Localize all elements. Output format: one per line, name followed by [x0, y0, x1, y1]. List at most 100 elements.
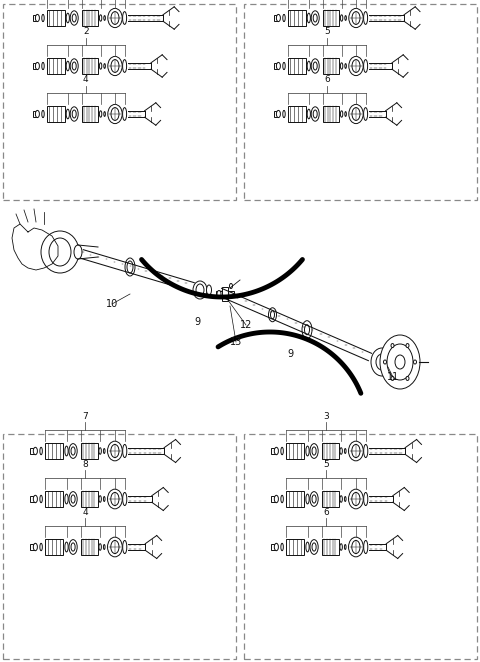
Bar [82, 58, 98, 74]
Ellipse shape [376, 354, 388, 370]
Bar [45, 539, 63, 555]
Ellipse shape [66, 109, 70, 118]
Ellipse shape [364, 108, 368, 120]
Ellipse shape [104, 16, 106, 21]
Ellipse shape [349, 56, 363, 75]
Text: 4: 4 [83, 75, 89, 84]
Ellipse shape [310, 444, 318, 458]
Bar [47, 106, 65, 122]
Ellipse shape [99, 496, 101, 502]
Ellipse shape [310, 540, 318, 554]
Ellipse shape [340, 448, 342, 454]
Bar [33, 111, 37, 117]
Ellipse shape [340, 496, 342, 502]
Ellipse shape [345, 16, 347, 21]
Ellipse shape [74, 245, 82, 259]
Bar [3, 434, 236, 659]
Ellipse shape [340, 63, 343, 70]
Bar [82, 10, 98, 26]
Bar [81, 491, 98, 507]
Ellipse shape [108, 537, 122, 557]
Ellipse shape [364, 444, 368, 457]
Ellipse shape [122, 108, 127, 120]
Ellipse shape [123, 493, 127, 506]
Bar [286, 443, 304, 459]
Ellipse shape [345, 496, 346, 501]
Ellipse shape [40, 448, 42, 455]
Ellipse shape [312, 495, 316, 503]
Ellipse shape [111, 444, 119, 457]
Ellipse shape [65, 494, 68, 504]
Ellipse shape [312, 447, 316, 455]
Ellipse shape [274, 544, 278, 551]
Ellipse shape [33, 448, 37, 455]
Ellipse shape [364, 60, 368, 72]
Ellipse shape [306, 542, 309, 552]
Ellipse shape [352, 493, 360, 506]
Ellipse shape [313, 110, 317, 118]
Bar [30, 448, 36, 454]
Bar [272, 448, 276, 454]
Ellipse shape [111, 108, 119, 120]
Ellipse shape [65, 542, 68, 552]
Text: 9: 9 [194, 317, 200, 327]
Ellipse shape [122, 12, 127, 24]
Ellipse shape [281, 448, 283, 455]
Ellipse shape [281, 544, 283, 551]
Bar [30, 544, 36, 550]
Ellipse shape [108, 9, 122, 28]
Bar [288, 10, 306, 26]
Ellipse shape [307, 13, 311, 23]
Ellipse shape [349, 9, 363, 28]
Ellipse shape [36, 15, 39, 22]
Bar [222, 287, 228, 301]
Ellipse shape [345, 112, 347, 117]
Ellipse shape [391, 344, 394, 348]
Ellipse shape [103, 449, 105, 453]
Ellipse shape [69, 540, 77, 554]
Ellipse shape [307, 61, 311, 71]
Ellipse shape [307, 109, 311, 118]
Ellipse shape [312, 543, 316, 551]
Bar [322, 443, 339, 459]
Ellipse shape [196, 284, 204, 296]
Ellipse shape [302, 320, 312, 339]
Ellipse shape [340, 544, 342, 550]
Text: 8: 8 [82, 459, 88, 469]
Ellipse shape [352, 540, 360, 553]
Ellipse shape [310, 492, 318, 506]
Ellipse shape [306, 494, 309, 504]
Ellipse shape [349, 105, 363, 124]
Ellipse shape [42, 62, 44, 70]
Ellipse shape [406, 377, 409, 381]
Ellipse shape [33, 544, 37, 551]
Ellipse shape [311, 11, 319, 25]
Ellipse shape [217, 291, 221, 297]
Ellipse shape [99, 448, 101, 454]
Bar [272, 544, 276, 550]
Ellipse shape [127, 261, 133, 273]
Bar [45, 443, 63, 459]
Ellipse shape [313, 14, 317, 22]
Bar [322, 491, 339, 507]
Ellipse shape [71, 495, 75, 503]
Text: 10: 10 [106, 299, 118, 309]
Bar [272, 496, 276, 502]
Ellipse shape [99, 111, 102, 117]
Ellipse shape [108, 56, 122, 75]
Ellipse shape [69, 444, 77, 458]
Text: 5: 5 [323, 459, 329, 469]
Bar [216, 291, 234, 297]
Ellipse shape [283, 15, 285, 22]
Ellipse shape [352, 444, 360, 457]
Ellipse shape [304, 324, 310, 335]
Ellipse shape [206, 285, 212, 295]
Bar [323, 58, 339, 74]
Text: 4: 4 [82, 508, 88, 516]
Bar [45, 491, 63, 507]
Ellipse shape [40, 544, 42, 551]
Bar [33, 63, 37, 70]
Bar [47, 10, 65, 26]
Ellipse shape [104, 64, 106, 68]
Ellipse shape [276, 62, 280, 70]
